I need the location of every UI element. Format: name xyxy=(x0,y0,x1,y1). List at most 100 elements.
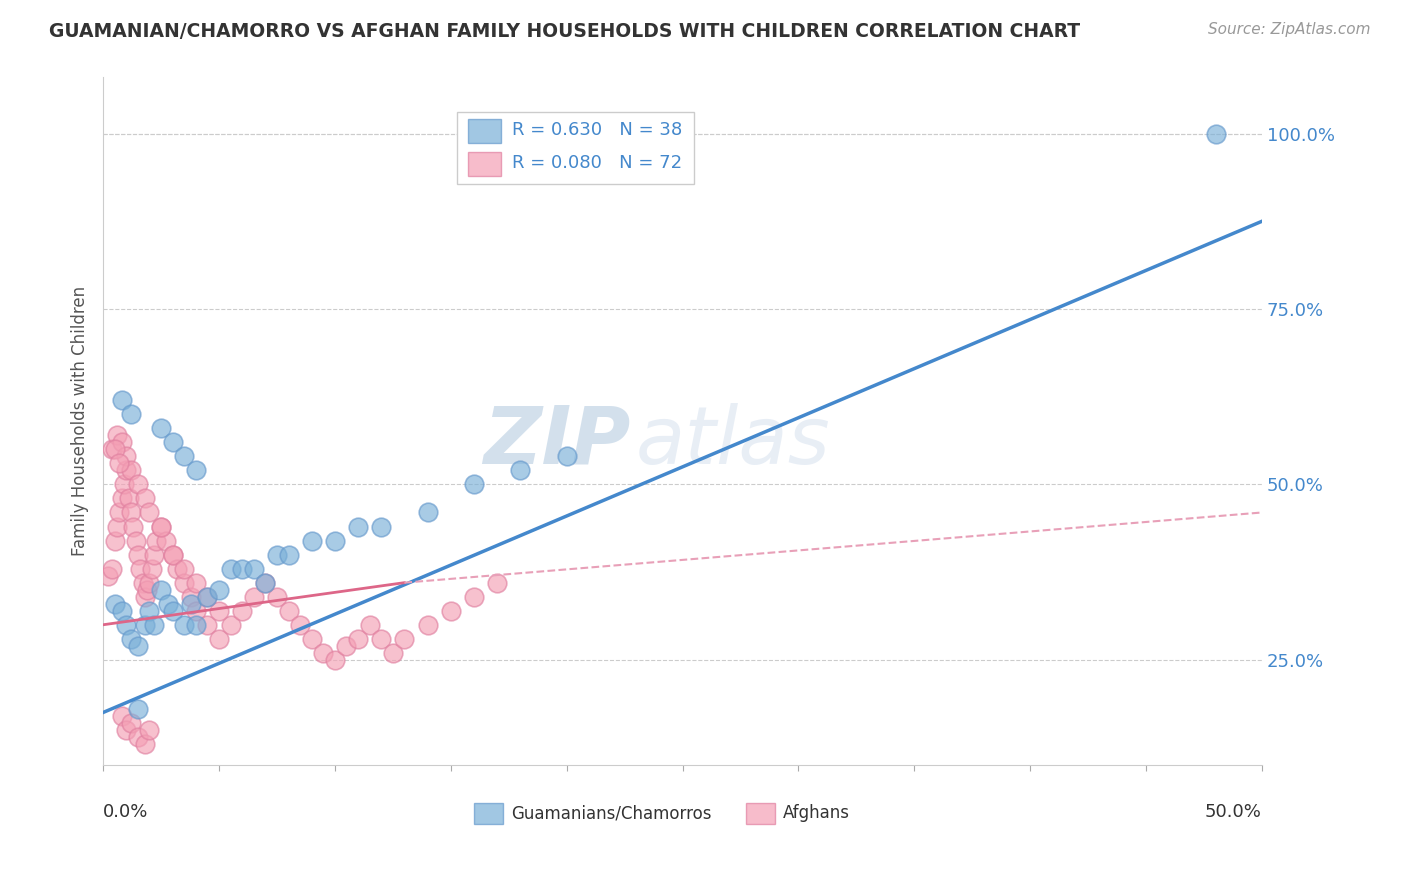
Point xyxy=(173,450,195,464)
Point xyxy=(97,568,120,582)
Point xyxy=(138,575,160,590)
Point xyxy=(381,646,404,660)
Point xyxy=(131,575,153,590)
Point xyxy=(120,632,142,646)
Point xyxy=(416,617,439,632)
Point xyxy=(162,548,184,562)
Point xyxy=(242,561,264,575)
Point xyxy=(359,617,381,632)
Point xyxy=(105,519,128,533)
Text: Guamanians/Chamorros: Guamanians/Chamorros xyxy=(510,805,711,822)
Text: Afghans: Afghans xyxy=(783,805,851,822)
Point xyxy=(136,582,159,597)
Point xyxy=(104,533,127,548)
Y-axis label: Family Households with Children: Family Households with Children xyxy=(72,286,89,557)
Point xyxy=(208,632,231,646)
Point xyxy=(104,597,127,611)
Point xyxy=(219,617,242,632)
Point xyxy=(111,393,134,408)
Point xyxy=(111,709,134,723)
Point xyxy=(347,632,370,646)
Point xyxy=(108,456,131,470)
Point xyxy=(173,561,195,575)
Point xyxy=(323,653,346,667)
Text: R = 0.080   N = 72: R = 0.080 N = 72 xyxy=(512,154,682,172)
Point xyxy=(197,590,219,604)
Point xyxy=(101,442,124,457)
Point xyxy=(486,575,509,590)
Text: 0.0%: 0.0% xyxy=(103,803,149,821)
Text: GUAMANIAN/CHAMORRO VS AFGHAN FAMILY HOUSEHOLDS WITH CHILDREN CORRELATION CHART: GUAMANIAN/CHAMORRO VS AFGHAN FAMILY HOUS… xyxy=(49,22,1080,41)
Point xyxy=(111,491,134,506)
Point xyxy=(143,617,166,632)
Point xyxy=(312,646,335,660)
Point xyxy=(266,548,288,562)
Point xyxy=(323,533,346,548)
Point xyxy=(180,590,202,604)
Text: ZIP: ZIP xyxy=(484,403,630,481)
Point xyxy=(301,533,323,548)
Point xyxy=(122,519,145,533)
Point xyxy=(127,548,149,562)
Point xyxy=(145,533,167,548)
Point xyxy=(440,604,463,618)
Point xyxy=(208,582,231,597)
Point xyxy=(105,428,128,442)
FancyBboxPatch shape xyxy=(474,803,503,823)
Point xyxy=(335,639,357,653)
Point xyxy=(184,617,207,632)
Point xyxy=(150,519,173,533)
Point xyxy=(277,604,299,618)
Point xyxy=(166,561,188,575)
Point xyxy=(138,506,160,520)
Point xyxy=(120,463,142,477)
Point xyxy=(157,597,180,611)
Point xyxy=(127,477,149,491)
Point xyxy=(127,730,149,744)
Point xyxy=(370,632,392,646)
Point xyxy=(277,548,299,562)
FancyBboxPatch shape xyxy=(457,112,695,184)
Point xyxy=(173,617,195,632)
Point xyxy=(231,561,253,575)
Point xyxy=(254,575,277,590)
FancyBboxPatch shape xyxy=(468,119,501,143)
Point xyxy=(180,597,202,611)
Text: Source: ZipAtlas.com: Source: ZipAtlas.com xyxy=(1208,22,1371,37)
Point xyxy=(219,561,242,575)
Text: atlas: atlas xyxy=(636,403,831,481)
Point xyxy=(134,617,156,632)
Point xyxy=(301,632,323,646)
FancyBboxPatch shape xyxy=(747,803,775,823)
Point xyxy=(416,506,439,520)
Point xyxy=(115,463,138,477)
Point xyxy=(184,575,207,590)
Point xyxy=(150,582,173,597)
Point xyxy=(162,548,184,562)
Point xyxy=(141,561,163,575)
Point xyxy=(184,463,207,477)
Point xyxy=(124,533,146,548)
Point xyxy=(162,435,184,450)
Point xyxy=(231,604,253,618)
Point xyxy=(120,407,142,421)
Point xyxy=(1205,127,1227,141)
Point xyxy=(155,533,177,548)
Point xyxy=(111,604,134,618)
Point xyxy=(138,604,160,618)
Point xyxy=(134,737,156,751)
Point xyxy=(138,723,160,737)
Point xyxy=(288,617,311,632)
Point xyxy=(120,506,142,520)
Point xyxy=(117,491,139,506)
Text: R = 0.630   N = 38: R = 0.630 N = 38 xyxy=(512,121,682,139)
Point xyxy=(463,477,485,491)
Point xyxy=(127,639,149,653)
Point xyxy=(111,435,134,450)
Point xyxy=(115,450,138,464)
Point xyxy=(197,590,219,604)
Point xyxy=(115,617,138,632)
Point xyxy=(555,450,578,464)
Point xyxy=(115,723,138,737)
Point xyxy=(266,590,288,604)
